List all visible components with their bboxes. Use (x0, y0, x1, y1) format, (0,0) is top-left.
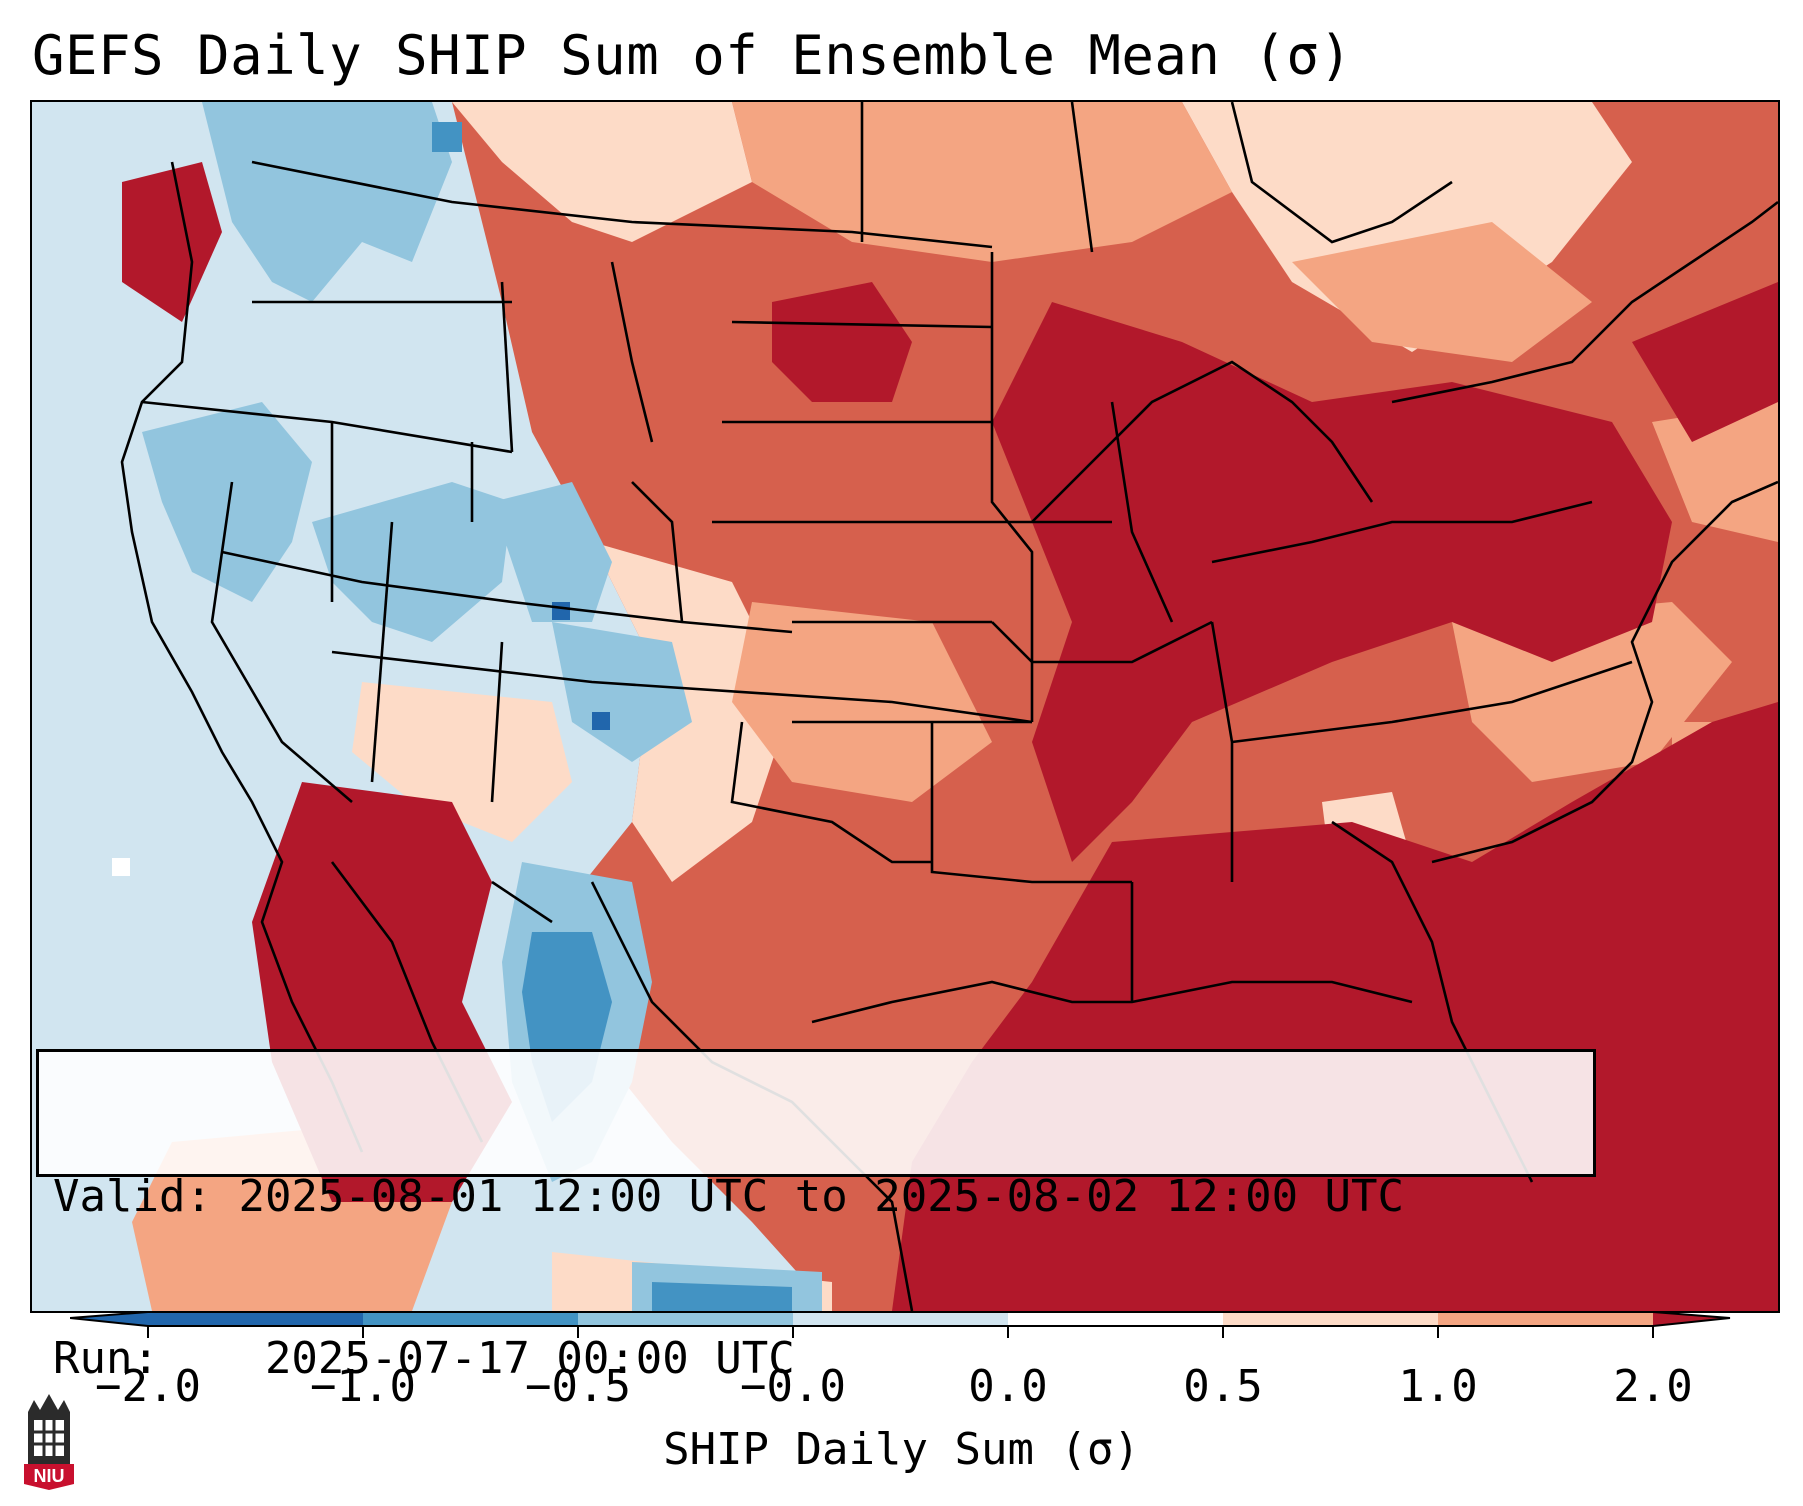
colorbar-segment (578, 1312, 793, 1326)
validity-info-box: Valid: 2025-08-01 12:00 UTC to 2025-08-0… (36, 1049, 1596, 1384)
colorbar-tick-label: −0.5 (525, 1361, 631, 1412)
colorbar-segment (363, 1312, 578, 1326)
valid-row: Valid: 2025-08-01 12:00 UTC to 2025-08-0… (53, 1170, 1579, 1224)
run-value: 2025-07-17 00:00 UTC (264, 1333, 795, 1384)
colorbar-tick-label: 1.0 (1398, 1361, 1478, 1412)
colorbar-extend-right (1653, 1312, 1730, 1326)
colorbar-tick-label: 0.5 (1183, 1361, 1263, 1412)
run-row: Run: 2025-07-17 00:00 UTC (53, 1332, 1579, 1386)
colorbar-tick-label: −1.0 (310, 1361, 416, 1412)
colorbar (70, 1312, 1750, 1358)
run-label: Run: (53, 1333, 159, 1384)
colorbar-segment (1438, 1312, 1653, 1326)
colorbar-tick-label: −2.0 (95, 1361, 201, 1412)
colorbar-ticks (147, 1326, 1654, 1338)
colorbar-segment (148, 1312, 363, 1326)
valid-label: Valid: (53, 1171, 212, 1222)
mid-warm-region (732, 102, 1232, 262)
niu-logo: NIU (20, 1390, 78, 1492)
colorbar-label: SHIP Daily Sum (σ) (663, 1424, 1140, 1475)
colorbar-extend-left (70, 1312, 148, 1326)
boundary-lines (120, 102, 1778, 1311)
university-tower-icon (24, 1394, 74, 1490)
colorbar-segment (1008, 1312, 1223, 1326)
colorbar-tick-label: 2.0 (1613, 1361, 1693, 1412)
logo-text: NIU (33, 1466, 65, 1486)
light-warm-region (452, 102, 752, 242)
colorbar-tick-label: 0.0 (968, 1361, 1048, 1412)
colorbar-segment (1223, 1312, 1438, 1326)
colorbar-segment (793, 1312, 1008, 1326)
colorbar-tick-label: −0.0 (740, 1361, 846, 1412)
strong-warm-region (992, 302, 1672, 862)
colorbar-svg (70, 1312, 1731, 1338)
cool-region (202, 102, 452, 302)
page-title: GEFS Daily SHIP Sum of Ensemble Mean (σ) (32, 24, 1353, 87)
valid-value: 2025-08-01 12:00 UTC to 2025-08-02 12:00… (238, 1171, 1405, 1222)
